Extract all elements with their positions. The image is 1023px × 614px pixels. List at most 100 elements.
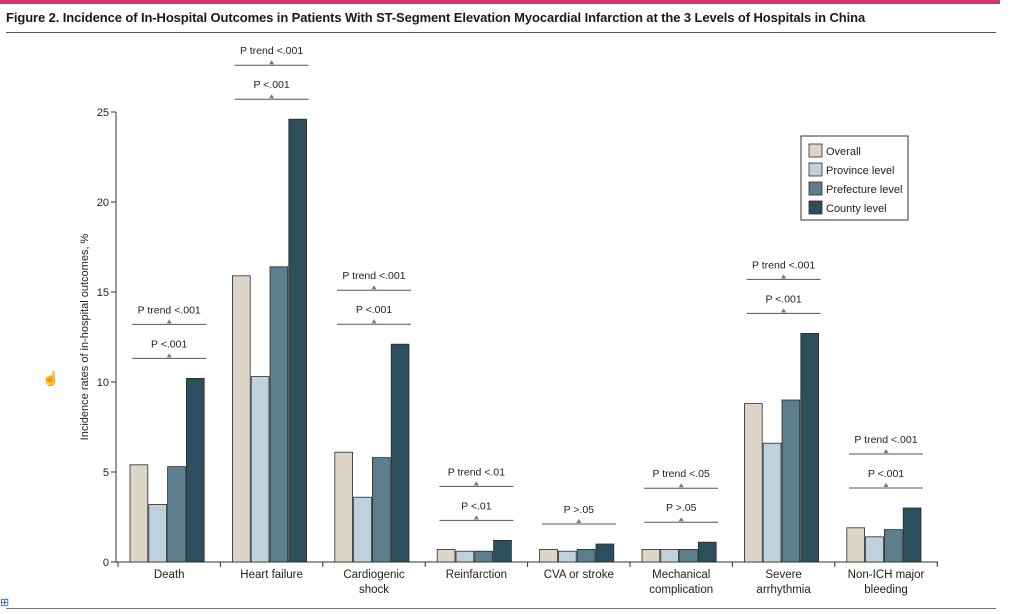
x-category-label: Death xyxy=(154,569,185,581)
annotation-marker xyxy=(371,319,377,324)
annotation-label: P trend <.001 xyxy=(752,259,815,271)
x-category-label: Reinfarction xyxy=(446,569,507,581)
annotation-label: P trend <.05 xyxy=(653,468,710,480)
bar-prefecture-level xyxy=(781,399,801,563)
bar-county-level xyxy=(698,541,717,563)
figure-title: Figure 2. Incidence of In-Hospital Outco… xyxy=(6,10,866,25)
bar-prefecture-level xyxy=(884,529,903,563)
bar-province-level xyxy=(148,503,168,563)
x-category-label: complication xyxy=(649,584,713,596)
annotation-marker xyxy=(576,519,582,523)
legend-swatch xyxy=(808,181,823,196)
bar-prefecture-level xyxy=(679,549,698,563)
x-category-label: Mechanical xyxy=(652,569,710,581)
legend: Overall Province level Prefecture level Cou… xyxy=(800,135,909,221)
bar-province-level xyxy=(250,376,270,563)
annotation-label: P <.01 xyxy=(461,500,492,512)
bar-overall xyxy=(436,549,456,563)
annotation-label: P <.001 xyxy=(356,304,392,316)
y-axis-title: Incidence rates of in-hospital outcomes,… xyxy=(79,233,91,440)
annotation-label: P trend <.001 xyxy=(138,304,201,316)
annotation-marker xyxy=(473,481,479,486)
annotation-marker xyxy=(371,285,377,290)
bar-province-level xyxy=(455,550,475,563)
bar-prefecture-level xyxy=(576,549,596,563)
x-category-label: Severe xyxy=(765,569,801,581)
bar-prefecture-level xyxy=(474,550,493,563)
annotation-marker xyxy=(678,517,684,522)
annotation-marker xyxy=(473,515,479,520)
legend-label: Prefecture level xyxy=(826,184,902,196)
bar-series-group xyxy=(129,118,922,563)
top-accent-rule xyxy=(0,0,1000,4)
annotation-label: P <.001 xyxy=(868,468,904,480)
annotation-marker xyxy=(166,319,172,324)
legend-label: County level xyxy=(826,203,887,215)
bar-county-level xyxy=(390,343,410,563)
legend-label: Province level xyxy=(826,165,894,177)
legend-swatch xyxy=(808,143,823,158)
bar-county-level xyxy=(185,377,205,563)
y-tick-label: 10 xyxy=(97,377,109,389)
x-axis-labels: Death Heart failure Cardiogenic shock Reinfa… xyxy=(154,569,925,596)
annotation-label: P trend <.001 xyxy=(342,270,405,282)
p-value-annotations: P <.001 P trend <.001 P <.001 P trend <.001… xyxy=(132,45,923,525)
bar-overall xyxy=(744,403,763,563)
bar-province-level xyxy=(660,549,679,563)
x-category-label: Cardiogenic xyxy=(343,569,405,581)
bar-prefecture-level xyxy=(371,457,391,563)
annotation-marker xyxy=(269,60,275,65)
y-tick-label: 0 xyxy=(103,557,109,569)
annotation-label: P trend <.01 xyxy=(448,466,505,478)
bar-province-level xyxy=(762,442,782,563)
annotation-marker xyxy=(883,483,889,487)
bar-county-level xyxy=(595,543,615,563)
bar-county-level xyxy=(902,507,922,563)
legend-swatch xyxy=(808,200,823,215)
bar-overall xyxy=(539,549,558,563)
x-category-label: arrhythmia xyxy=(756,584,811,596)
annotation-label: P <.001 xyxy=(765,293,801,305)
bar-county-level xyxy=(800,332,819,563)
annotation-label: P >.05 xyxy=(564,504,595,516)
title-divider xyxy=(6,32,996,33)
annotation-label: P <.001 xyxy=(253,79,289,91)
bar-province-level xyxy=(865,536,884,563)
annotation-label: P trend <.001 xyxy=(854,434,917,446)
y-tick-label: 20 xyxy=(97,197,109,209)
y-tick-label: 25 xyxy=(97,107,109,119)
annotation-label: P trend <.001 xyxy=(240,45,303,57)
bar-county-level xyxy=(288,118,307,563)
annotation-marker xyxy=(678,483,684,488)
bar-overall xyxy=(846,527,865,563)
x-category-label: shock xyxy=(359,584,389,596)
annotation-marker xyxy=(166,353,172,358)
y-tick-label: 15 xyxy=(97,287,109,299)
bar-overall xyxy=(231,275,251,563)
bar-overall xyxy=(334,451,353,563)
legend-label: Overall xyxy=(826,146,861,158)
bar-county-level xyxy=(493,540,512,563)
x-category-label: Heart failure xyxy=(240,569,303,581)
bottom-divider xyxy=(6,608,996,609)
x-category-label: CVA or stroke xyxy=(544,569,614,581)
bar-prefecture-level xyxy=(269,266,289,563)
bar-overall xyxy=(129,464,149,563)
annotation-label: P >.05 xyxy=(666,502,697,514)
bar-prefecture-level xyxy=(167,466,186,563)
annotation-marker xyxy=(883,449,889,453)
y-tick-label: 5 xyxy=(103,467,109,479)
bar-province-level xyxy=(353,496,372,563)
annotation-marker xyxy=(781,308,787,313)
x-category-label: Non-ICH major xyxy=(848,569,925,581)
annotation-label: P <.001 xyxy=(151,338,187,350)
expand-icon[interactable]: ⊞ xyxy=(0,597,10,609)
legend-swatch xyxy=(808,162,823,177)
bar-province-level xyxy=(558,550,577,563)
hand-cursor-icon: ☝ xyxy=(42,370,60,386)
bar-overall xyxy=(641,549,661,563)
annotation-marker xyxy=(781,274,787,279)
annotation-marker xyxy=(269,94,275,99)
x-category-label: bleeding xyxy=(864,584,907,596)
